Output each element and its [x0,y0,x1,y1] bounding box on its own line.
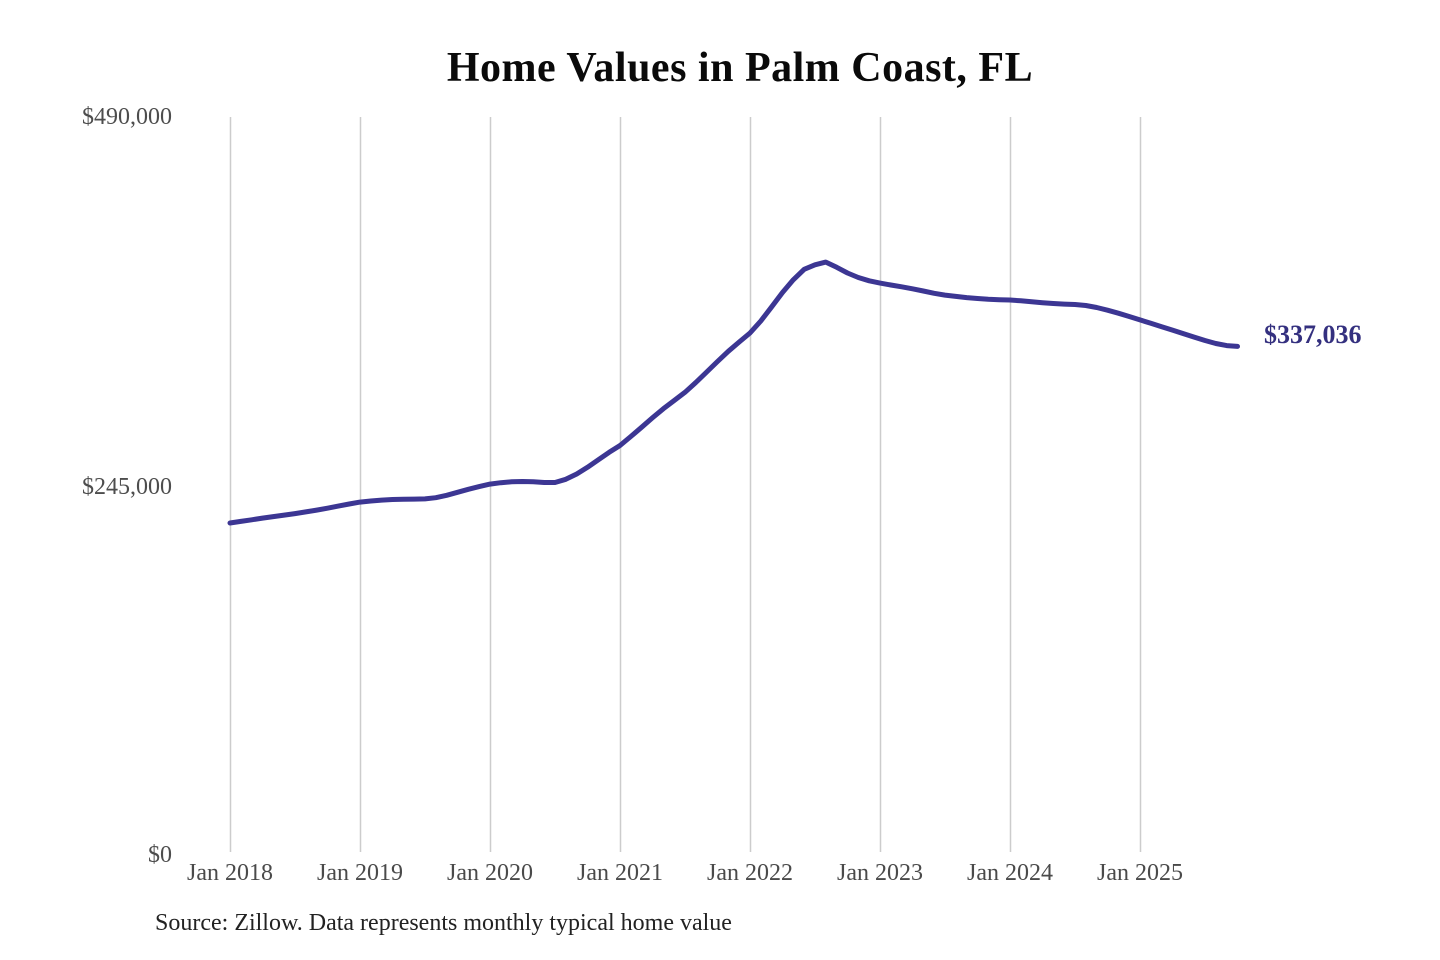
x-axis-tick-jan-2020: Jan 2020 [447,860,533,886]
x-axis-tick-jan-2024: Jan 2024 [967,860,1053,886]
y-axis-tick-245000: $245,000 [82,474,172,500]
year-gridlines [229,117,1142,852]
y-axis-tick-0: $0 [148,842,172,868]
y-axis-tick-490000: $490,000 [82,104,172,130]
x-axis-tick-jan-2021: Jan 2021 [577,860,663,886]
latest-value-label: $337,036 [1264,320,1362,349]
x-axis-tick-jan-2022: Jan 2022 [707,860,793,886]
x-axis-tick-jan-2023: Jan 2023 [837,860,923,886]
home-value-line [227,259,1240,526]
source-note: Source: Zillow. Data represents monthly … [155,910,732,936]
chart-title: Home Values in Palm Coast, FL [446,45,1034,91]
x-axis-tick-jan-2019: Jan 2019 [317,860,403,886]
x-axis-tick-jan-2018: Jan 2018 [187,860,273,886]
x-axis-tick-jan-2025: Jan 2025 [1097,860,1183,886]
